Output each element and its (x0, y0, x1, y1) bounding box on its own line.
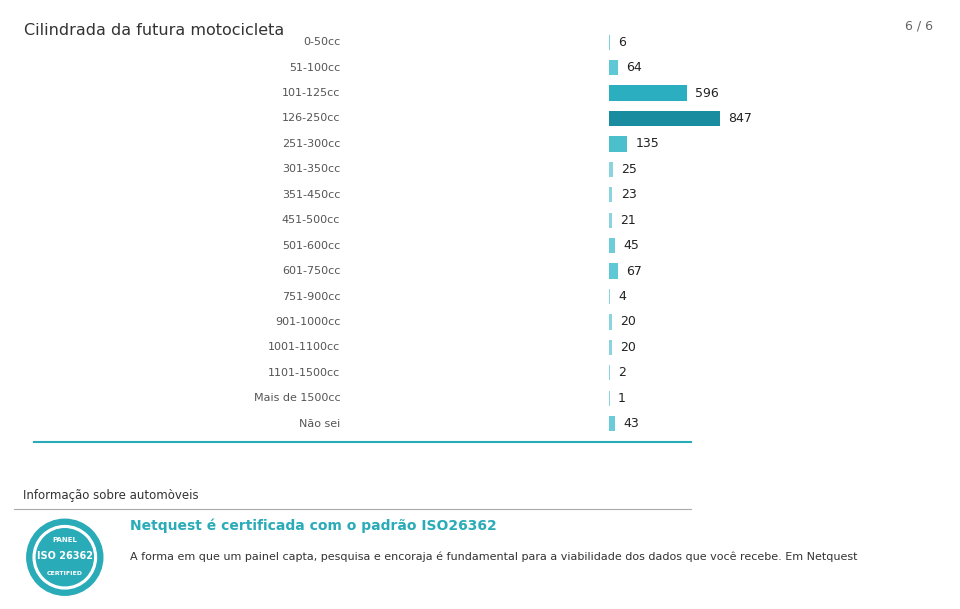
Bar (610, 264, 618, 279)
Text: 596: 596 (695, 86, 719, 99)
Text: 251-300cc: 251-300cc (282, 139, 340, 149)
Text: 43: 43 (623, 417, 639, 430)
Text: Cilindrada da futura motocicleta: Cilindrada da futura motocicleta (24, 23, 284, 38)
Bar (610, 213, 612, 228)
Bar (610, 111, 720, 126)
Text: 101-125cc: 101-125cc (282, 88, 340, 98)
Text: 20: 20 (620, 315, 636, 328)
Bar (610, 340, 612, 355)
Text: PANEL: PANEL (53, 537, 77, 543)
Text: 23: 23 (621, 188, 636, 202)
Text: 25: 25 (621, 163, 636, 176)
Text: 2: 2 (618, 367, 626, 379)
Text: Não sei: Não sei (299, 419, 340, 429)
Circle shape (34, 526, 96, 589)
Text: 67: 67 (627, 264, 642, 278)
Text: 135: 135 (636, 138, 659, 150)
Text: 45: 45 (624, 239, 639, 252)
Text: ISO 26362: ISO 26362 (36, 551, 93, 561)
Circle shape (27, 519, 103, 595)
Text: 1101-1500cc: 1101-1500cc (268, 368, 340, 378)
Text: Informação sobre automòveis: Informação sobre automòveis (22, 489, 198, 502)
Text: 751-900cc: 751-900cc (281, 292, 340, 301)
Text: 21: 21 (620, 214, 636, 227)
Text: 6: 6 (618, 36, 626, 49)
Bar (610, 238, 615, 253)
Bar (610, 85, 687, 100)
Text: 0-50cc: 0-50cc (303, 37, 340, 47)
Text: 501-600cc: 501-600cc (282, 241, 340, 251)
Bar (610, 136, 627, 152)
Text: 301-350cc: 301-350cc (282, 164, 340, 174)
Text: Netquest é certificada com o padrão ISO26362: Netquest é certificada com o padrão ISO2… (130, 519, 496, 533)
Text: i: i (36, 455, 41, 470)
Text: A forma em que um painel capta, pesquisa e encoraja é fundamental para a viabili: A forma em que um painel capta, pesquisa… (130, 551, 857, 561)
Bar (610, 314, 612, 329)
Text: CERTIFIED: CERTIFIED (47, 571, 83, 576)
Text: 64: 64 (626, 61, 642, 74)
Text: Mais de 1500cc: Mais de 1500cc (253, 393, 340, 403)
Text: Outras informações automotivas disponíveis: Outras informações automotivas disponíve… (165, 455, 500, 468)
Circle shape (36, 529, 93, 586)
Text: 126-250cc: 126-250cc (281, 113, 340, 124)
Text: 20: 20 (620, 341, 636, 354)
Text: 51-100cc: 51-100cc (289, 63, 340, 72)
Bar (610, 162, 612, 177)
Bar (610, 416, 615, 431)
Text: 351-450cc: 351-450cc (282, 190, 340, 200)
Text: 4: 4 (618, 290, 626, 303)
Text: 901-1000cc: 901-1000cc (275, 317, 340, 327)
Text: 601-750cc: 601-750cc (282, 266, 340, 276)
Bar (610, 60, 617, 76)
Text: 1001-1100cc: 1001-1100cc (268, 342, 340, 353)
Text: 6 / 6: 6 / 6 (905, 19, 933, 32)
Text: 451-500cc: 451-500cc (282, 215, 340, 225)
Text: 847: 847 (728, 112, 752, 125)
Text: 1: 1 (618, 392, 626, 405)
Bar (610, 187, 612, 202)
